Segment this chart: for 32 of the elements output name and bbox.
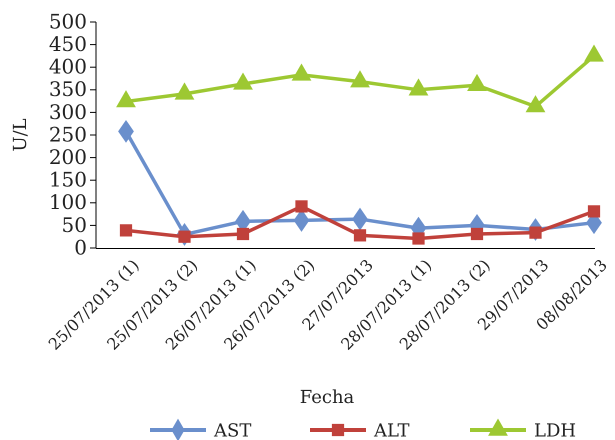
y-tick-label: 0 xyxy=(74,235,87,260)
legend-label: AST xyxy=(213,420,252,440)
point xyxy=(350,70,370,88)
y-tick-label: 500 xyxy=(48,9,87,34)
point xyxy=(408,78,428,96)
point xyxy=(470,228,484,240)
point xyxy=(584,44,604,62)
point xyxy=(236,228,250,240)
y-axis-title: U/L xyxy=(10,118,31,152)
y-tick-label: 350 xyxy=(48,77,87,102)
x-axis-title: Fecha xyxy=(300,387,355,408)
point xyxy=(354,229,366,242)
y-tick-label: 400 xyxy=(48,54,87,79)
point xyxy=(116,90,136,108)
point xyxy=(295,200,308,213)
point xyxy=(174,82,194,100)
point xyxy=(526,95,546,112)
y-tick-label: 200 xyxy=(48,145,87,169)
legend-label: ALT xyxy=(373,420,410,440)
y-tick-label: 150 xyxy=(48,168,87,192)
y-tick-label: 50 xyxy=(62,212,87,237)
y-tick-label: 250 xyxy=(48,122,87,146)
point xyxy=(467,74,487,91)
y-tick-label: 300 xyxy=(48,100,87,124)
legend-label: LDH xyxy=(534,420,576,440)
point xyxy=(412,232,425,245)
point xyxy=(588,205,600,218)
y-tick-label: 450 xyxy=(48,32,87,56)
point xyxy=(292,63,312,81)
point xyxy=(120,224,132,236)
point xyxy=(233,72,253,90)
y-tick-label: 100 xyxy=(48,190,87,214)
